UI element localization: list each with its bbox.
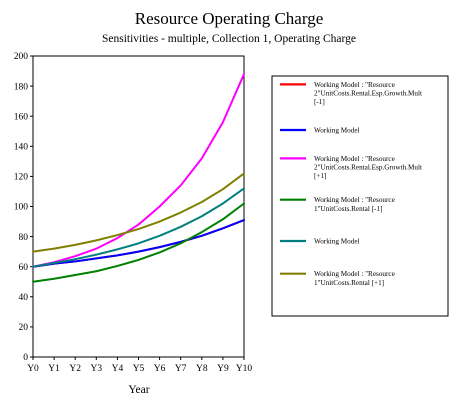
y-tick-label: 140 xyxy=(14,143,29,153)
x-tick-label: Y0 xyxy=(27,364,39,374)
x-tick-label: Y8 xyxy=(196,364,208,374)
y-tick-label: 180 xyxy=(14,82,29,92)
legend: Working Model : "Resource 2"UnitCosts.Ren… xyxy=(271,75,449,317)
chart-title: Resource Operating Charge xyxy=(135,9,324,28)
legend-label-1: Working Model xyxy=(314,127,360,135)
y-tick-label: 160 xyxy=(14,112,29,122)
y-tick-label: 80 xyxy=(19,233,29,243)
y-tick-label: 60 xyxy=(19,263,29,273)
series-line-2 xyxy=(32,73,245,268)
x-tick-label: Y7 xyxy=(175,364,187,374)
series-layer xyxy=(32,73,245,283)
x-tick-label: Y2 xyxy=(69,364,81,374)
y-tick-label: 120 xyxy=(14,173,29,183)
plot-area xyxy=(32,55,245,358)
x-tick-label: Y4 xyxy=(112,364,124,374)
y-tick-label: 40 xyxy=(19,293,29,303)
x-tick-label: Y9 xyxy=(217,364,229,374)
series-line-1 xyxy=(32,219,245,268)
y-axis: 0 20 40 60 80 100 120 140 160 180 200 xyxy=(14,52,33,363)
legend-label-3: Working Model : "Resource 1"UnitCosts.Ren… xyxy=(314,196,395,213)
y-tick-label: 100 xyxy=(14,203,29,213)
plot-frame xyxy=(32,55,245,358)
series-line-4 xyxy=(32,187,245,268)
y-tick-label: 0 xyxy=(23,353,28,363)
legend-box xyxy=(271,75,449,317)
legend-label-0: Working Model : "Resource 2"UnitCosts.Ren… xyxy=(314,81,422,106)
x-axis-label: Year xyxy=(128,384,149,396)
x-tick-label: Y5 xyxy=(133,364,145,374)
x-tick-label: Y3 xyxy=(90,364,102,374)
series-line-5 xyxy=(32,172,245,253)
x-tick-label: Y1 xyxy=(48,364,60,374)
y-tick-label: 200 xyxy=(14,52,29,62)
x-tick-label: Y6 xyxy=(154,364,166,374)
x-axis: Y0 Y1 Y2 Y3 Y4 Y5 Y6 Y7 Y8 Y9 Y10 xyxy=(27,357,252,374)
series-line-3 xyxy=(32,202,245,283)
y-tick-label: 20 xyxy=(19,323,29,333)
legend-label-4: Working Model xyxy=(314,238,360,246)
x-tick-label: Y10 xyxy=(236,364,253,374)
legend-label-5: Working Model : "Resource 1"UnitCosts.Ren… xyxy=(314,270,395,287)
legend-label-2: Working Model : "Resource 2"UnitCosts.Ren… xyxy=(314,155,422,180)
chart-subtitle: Sensitivities - multiple, Collection 1, … xyxy=(102,33,356,45)
